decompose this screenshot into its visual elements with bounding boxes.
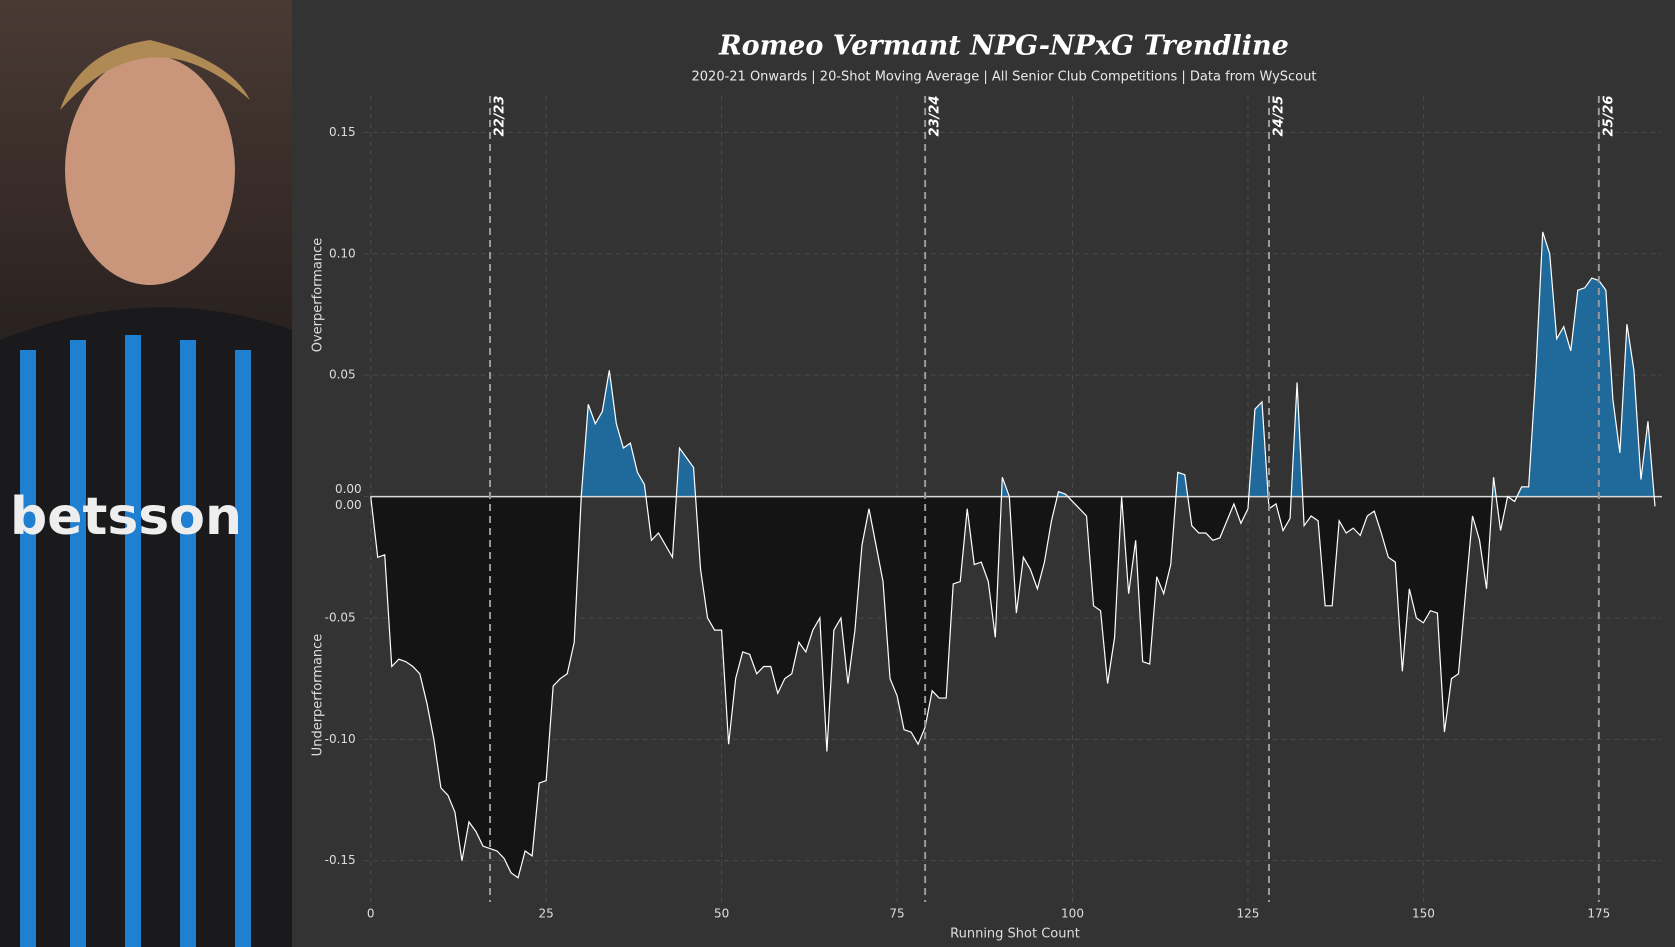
x-tick-label: 150: [1412, 907, 1435, 921]
x-tick-label: 25: [539, 907, 554, 921]
trend-line: [370, 231, 1656, 879]
sponsor-graphic: betsson: [10, 487, 242, 547]
player-photo: betsson: [0, 0, 292, 947]
y-tick-label: 0.10: [329, 246, 356, 260]
y-tick-label: 0.05: [329, 368, 356, 382]
season-label: 24/25: [1272, 96, 1287, 137]
y-tick-label: -0.15: [325, 853, 356, 867]
y-tick-label: 0.15: [329, 125, 356, 139]
x-tick-label: 175: [1587, 907, 1610, 921]
y-axis-label: Overperformance: [311, 238, 326, 353]
x-tick-label: 75: [889, 907, 904, 921]
x-tick-label: 50: [714, 907, 729, 921]
x-tick-label: 0: [367, 907, 375, 921]
x-axis-label: Running Shot Count: [950, 927, 1080, 942]
chart-subtitle: 2020-21 Onwards | 20-Shot Moving Average…: [692, 70, 1317, 85]
y-tick-label: -0.05: [325, 610, 356, 624]
season-label: 23/24: [928, 96, 943, 137]
season-label: 25/26: [1601, 96, 1616, 137]
y-tick-label: -0.10: [325, 732, 356, 746]
negative-area: [370, 496, 1655, 878]
season-label: 22/23: [493, 96, 508, 137]
y-axis-label: Underperformance: [311, 634, 326, 757]
y-tick-label: 0.00: [335, 482, 362, 496]
x-tick-label: 100: [1061, 907, 1084, 921]
y-tick-label: 0.00: [335, 498, 362, 512]
x-tick-label: 125: [1236, 907, 1259, 921]
chart-title: Romeo Vermant NPG-NPxG Trendline: [718, 31, 1289, 62]
